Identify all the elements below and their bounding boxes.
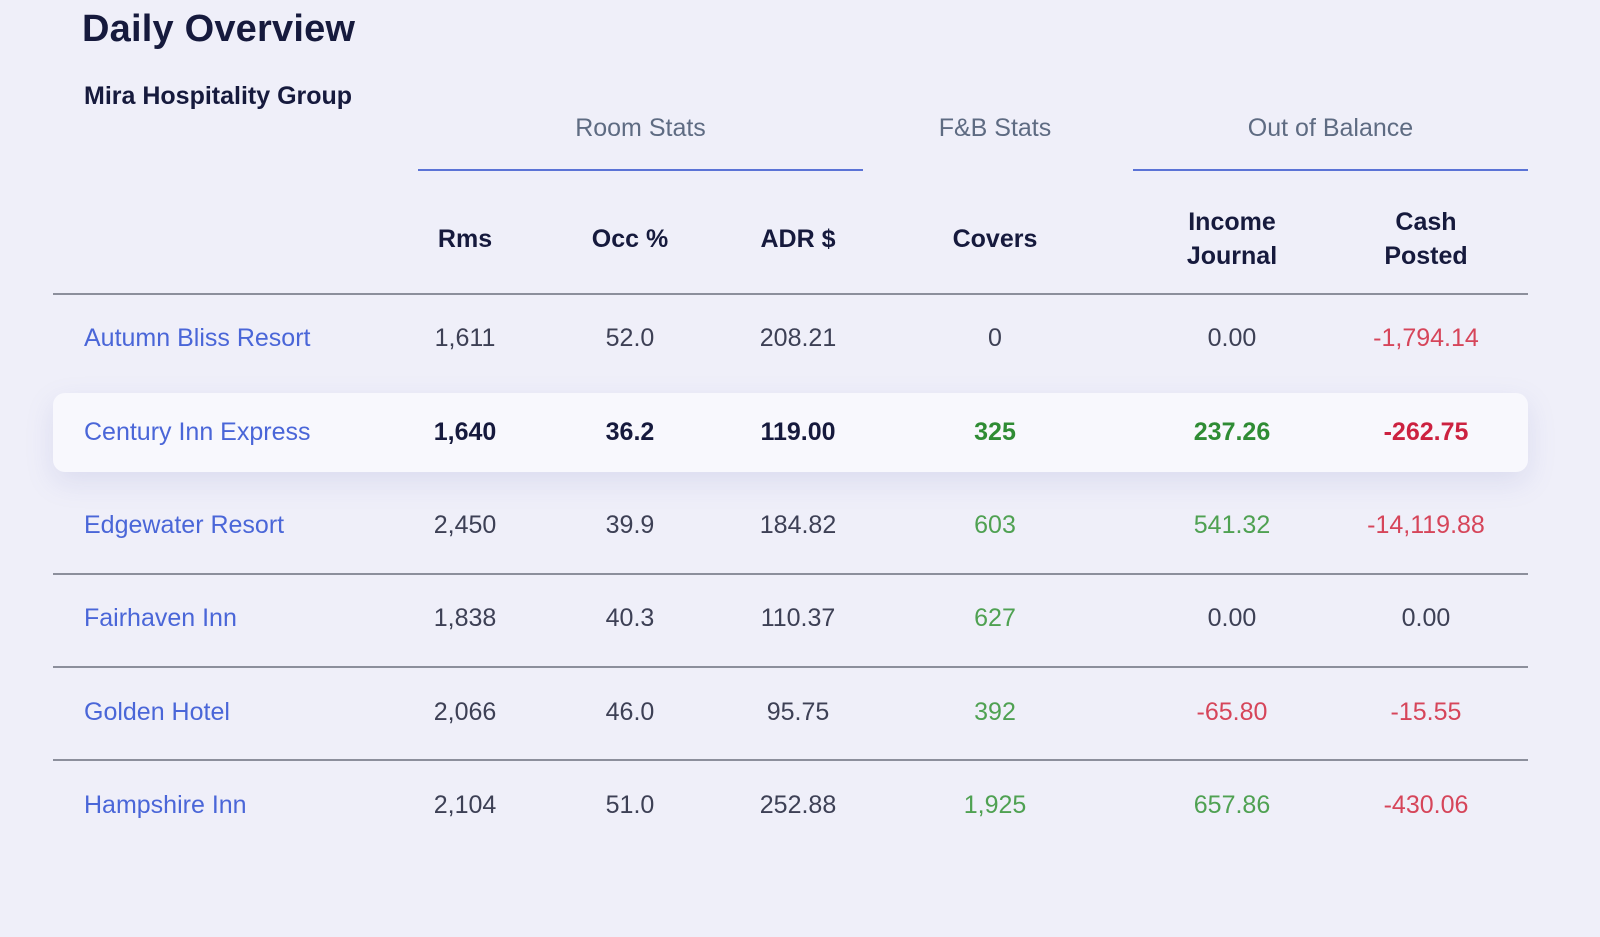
adr-value: 208.21 [759, 324, 837, 352]
cash-posted-value: -430.06 [1383, 791, 1469, 819]
rms-value: 1,838 [433, 604, 497, 632]
table-row[interactable]: Golden Hotel 2,066 46.0 95.75 392 -65.80 -15.5… [53, 673, 1528, 752]
rms-value: 2,104 [433, 791, 497, 819]
income-journal-value: -65.80 [1196, 698, 1268, 726]
column-header-income-journal[interactable]: Income Journal [1152, 205, 1312, 273]
income-journal-value: 0.00 [1207, 324, 1257, 352]
column-header-cash-line2: Posted [1384, 242, 1468, 270]
adr-value: 119.00 [760, 418, 836, 446]
adr-value: 110.37 [760, 604, 836, 632]
occ-value: 40.3 [605, 604, 655, 632]
column-header-income-line2: Journal [1186, 242, 1278, 270]
property-name-link[interactable]: Golden Hotel [84, 698, 230, 726]
group-underline-room-stats [418, 169, 863, 171]
cash-posted-value: -15.55 [1390, 698, 1462, 726]
property-name-link[interactable]: Edgewater Resort [84, 511, 285, 539]
covers-value: 325 [974, 418, 1016, 446]
column-header-rms[interactable]: Rms [437, 225, 493, 253]
covers-value: 0 [988, 324, 1002, 352]
row-divider [53, 666, 1528, 668]
rms-value: 2,450 [433, 511, 497, 539]
occ-value: 52.0 [605, 324, 655, 352]
page-title: Daily Overview [82, 8, 356, 50]
covers-value: 627 [974, 604, 1016, 632]
column-header-income-line1: Income [1188, 208, 1276, 236]
rms-value: 2,066 [433, 698, 497, 726]
income-journal-value: 657.86 [1193, 791, 1271, 819]
company-name: Mira Hospitality Group [84, 82, 353, 110]
cash-posted-value: -1,794.14 [1373, 324, 1479, 352]
rms-value: 1,640 [433, 418, 497, 446]
occ-value: 51.0 [605, 791, 655, 819]
table-row[interactable]: Autumn Bliss Resort 1,611 52.0 208.21 0 0.00 -… [53, 299, 1528, 378]
income-journal-value: 541.32 [1193, 511, 1271, 539]
row-divider [53, 573, 1528, 575]
table-row-highlighted[interactable]: Century Inn Express 1,640 36.2 119.00 325 237… [53, 393, 1528, 472]
covers-value: 1,925 [963, 791, 1027, 819]
occ-value: 39.9 [605, 511, 655, 539]
occ-value: 36.2 [605, 418, 655, 446]
table-row[interactable]: Hampshire Inn 2,104 51.0 252.88 1,925 657.86 -… [53, 766, 1528, 845]
row-divider [53, 759, 1528, 761]
income-journal-value: 237.26 [1193, 418, 1271, 446]
adr-value: 184.82 [759, 511, 837, 539]
cash-posted-value: -262.75 [1383, 418, 1469, 446]
group-header-fb-stats: F&B Stats [938, 114, 1052, 142]
covers-value: 603 [974, 511, 1016, 539]
cash-posted-value: 0.00 [1401, 604, 1451, 632]
column-header-adr[interactable]: ADR $ [760, 225, 836, 253]
table-row[interactable]: Fairhaven Inn 1,838 40.3 110.37 627 0.00 0.00 [53, 579, 1528, 658]
property-name-link[interactable]: Century Inn Express [84, 418, 311, 446]
occ-value: 46.0 [605, 698, 655, 726]
column-header-covers[interactable]: Covers [952, 225, 1038, 253]
column-header-cash-line1: Cash [1395, 208, 1457, 236]
covers-value: 392 [974, 698, 1016, 726]
property-name-link[interactable]: Hampshire Inn [84, 791, 247, 819]
adr-value: 95.75 [766, 698, 830, 726]
income-journal-value: 0.00 [1207, 604, 1257, 632]
group-underline-out-of-balance [1133, 169, 1528, 171]
rms-value: 1,611 [434, 324, 496, 352]
header-divider [53, 293, 1528, 295]
column-header-occ[interactable]: Occ % [591, 225, 669, 253]
group-header-room-stats: Room Stats [575, 114, 706, 142]
table-row[interactable]: Edgewater Resort 2,450 39.9 184.82 603 541.32… [53, 486, 1528, 565]
property-name-link[interactable]: Fairhaven Inn [84, 604, 237, 632]
column-header-cash-posted[interactable]: Cash Posted [1346, 205, 1506, 273]
property-name-link[interactable]: Autumn Bliss Resort [84, 324, 311, 352]
adr-value: 252.88 [759, 791, 837, 819]
cash-posted-value: -14,119.88 [1367, 511, 1485, 539]
group-header-out-of-balance: Out of Balance [1247, 114, 1414, 142]
